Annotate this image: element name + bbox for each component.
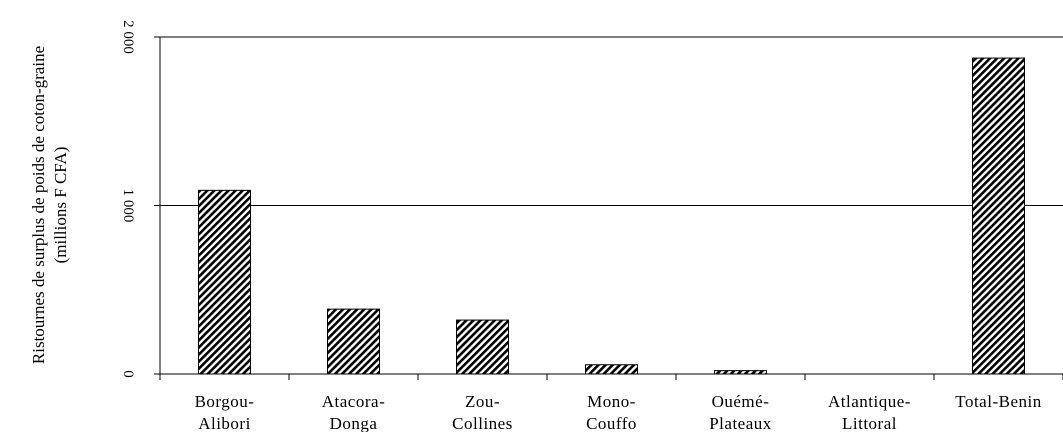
bar-1 bbox=[327, 308, 380, 375]
bar-6 bbox=[972, 57, 1025, 375]
x-category-label-2: Zou-Collines bbox=[452, 392, 513, 432]
x-category-label-6: Total-Benin bbox=[955, 392, 1041, 411]
y-axis-title: Ristournes de surplus de poids de coton-… bbox=[29, 46, 70, 364]
y-tick-labels: 0 1 000 2 000 bbox=[120, 20, 136, 378]
bar-0 bbox=[198, 189, 251, 375]
axes bbox=[154, 36, 1063, 380]
x-category-label-3: Mono-Couffo bbox=[586, 392, 637, 432]
y-tick-label-0: 0 bbox=[120, 370, 136, 378]
gridlines bbox=[160, 36, 1063, 206]
y-axis-label: Ristournes de surplus de poids de coton-… bbox=[29, 46, 70, 364]
x-category-label-1: Atacora-Donga bbox=[322, 392, 385, 432]
bar-2 bbox=[456, 319, 509, 375]
x-category-labels: Borgou-Alibori Atacora-Donga Zou-Collines M… bbox=[195, 392, 1042, 432]
bars bbox=[198, 57, 1025, 375]
x-category-label-5: Atlantique-Littoral bbox=[828, 392, 911, 432]
y-tick-label-1: 1 000 bbox=[120, 189, 136, 223]
x-category-label-0: Borgou-Alibori bbox=[195, 392, 255, 432]
bar-3 bbox=[585, 364, 638, 375]
x-category-label-4: Ouémé-Plateaux bbox=[709, 392, 772, 432]
bar-4 bbox=[714, 370, 767, 375]
y-tick-label-2: 2 000 bbox=[120, 20, 136, 54]
